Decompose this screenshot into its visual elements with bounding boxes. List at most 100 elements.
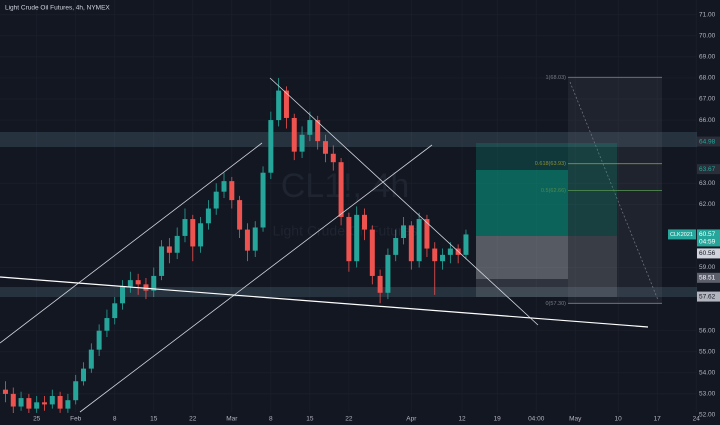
candles bbox=[2, 77, 469, 415]
candle-body bbox=[166, 246, 172, 253]
candle-body bbox=[65, 400, 71, 409]
candle-body bbox=[10, 393, 16, 407]
candle-body bbox=[18, 398, 24, 407]
x-tick-label: 10 bbox=[615, 416, 623, 423]
y-tick-label: 66.00 bbox=[699, 117, 716, 124]
watermark: Light Crude Oil Futures bbox=[273, 223, 418, 239]
x-tick-label: 19 bbox=[494, 416, 502, 423]
x-tick-label: 8 bbox=[269, 416, 273, 423]
price-tag-label: 60.56 bbox=[699, 250, 716, 257]
candle-body bbox=[315, 120, 321, 142]
support-line bbox=[0, 276, 649, 328]
candle-body bbox=[26, 398, 32, 409]
y-tick-label: 71.00 bbox=[699, 11, 716, 18]
x-tick-label: 04:00 bbox=[528, 416, 545, 423]
candle-body bbox=[244, 229, 250, 251]
x-tick-label: 25 bbox=[33, 416, 41, 423]
price-tag-label: 60.57 bbox=[699, 231, 716, 238]
candle-body bbox=[322, 141, 328, 154]
candle-body bbox=[57, 395, 63, 409]
candle-body bbox=[198, 223, 204, 247]
price-tag bbox=[697, 164, 720, 175]
x-tick-label: Feb bbox=[70, 416, 82, 423]
candle-body bbox=[159, 246, 165, 276]
channel-line bbox=[0, 142, 263, 344]
x-tick-label: 17 bbox=[654, 416, 662, 423]
candle-body bbox=[143, 284, 149, 291]
y-tick-label: 67.00 bbox=[699, 96, 716, 103]
price-tag bbox=[697, 291, 720, 302]
candle-body bbox=[268, 120, 274, 173]
candle-body bbox=[2, 389, 8, 394]
fib-trend bbox=[569, 81, 659, 301]
candle-body bbox=[112, 303, 118, 319]
candle-body bbox=[416, 219, 422, 262]
resistance-zone bbox=[0, 132, 697, 147]
fib-label: 1(68.03) bbox=[546, 75, 567, 81]
candle-body bbox=[174, 235, 180, 253]
price-tag-label: 57.62 bbox=[699, 293, 716, 300]
x-tick-label: 24 bbox=[693, 416, 701, 423]
chart-title: Light Crude Oil Futures, 4h, NYMEX bbox=[5, 5, 110, 12]
price-tag-label: 58.51 bbox=[699, 275, 716, 282]
price-tag-label: 64.98 bbox=[699, 138, 716, 145]
candle-body bbox=[49, 395, 55, 405]
candle-body bbox=[190, 219, 196, 247]
profit-zone-inner bbox=[476, 170, 568, 236]
candle-body bbox=[81, 368, 87, 382]
x-tick-label: Mar bbox=[226, 416, 238, 423]
trend-line bbox=[269, 77, 539, 326]
symbol-tag bbox=[668, 229, 696, 240]
grid bbox=[0, 0, 697, 415]
candle-body bbox=[432, 248, 438, 262]
candle-body bbox=[346, 216, 352, 262]
channel-line bbox=[79, 144, 433, 413]
price-tag-label: 63.67 bbox=[699, 166, 716, 173]
candle-body bbox=[401, 225, 407, 239]
candle-body bbox=[34, 402, 40, 409]
candle-body bbox=[440, 254, 446, 262]
candle-body bbox=[221, 181, 227, 192]
y-tick-label: 68.00 bbox=[699, 75, 716, 82]
profit-zone bbox=[476, 143, 617, 236]
y-tick-label: 55.00 bbox=[699, 348, 716, 355]
candle-body bbox=[120, 286, 126, 304]
y-tick-label: 70.00 bbox=[699, 33, 716, 40]
candle-body bbox=[88, 349, 94, 369]
candle-body bbox=[385, 254, 391, 293]
candle-body bbox=[338, 162, 344, 217]
candle-body bbox=[96, 330, 102, 350]
candle-body bbox=[463, 234, 469, 255]
candle-body bbox=[41, 402, 47, 405]
candle-body bbox=[393, 238, 399, 255]
x-tick-label: Apr bbox=[406, 416, 417, 423]
candle-body bbox=[283, 90, 289, 118]
candle-body bbox=[447, 248, 453, 255]
candle-body bbox=[307, 120, 313, 135]
x-tick-label: 15 bbox=[306, 416, 314, 423]
x-tick-label: 8 bbox=[113, 416, 117, 423]
axes: 71.00 70.00 69.00 68.00 67.00 66.00 63.00 62.00… bbox=[33, 11, 720, 423]
y-tick-label: 56.00 bbox=[699, 327, 716, 334]
candle-body bbox=[299, 134, 305, 152]
y-tick-label: 59.00 bbox=[699, 264, 716, 271]
candle-body bbox=[213, 191, 219, 209]
candle-body bbox=[260, 172, 266, 228]
price-tag bbox=[697, 136, 720, 147]
candle-body bbox=[104, 318, 110, 331]
y-tick-label: 62.00 bbox=[699, 201, 716, 208]
fib-label: 0.618(63.93) bbox=[535, 161, 566, 167]
fib-label: 0.5(62.66) bbox=[541, 188, 566, 194]
candle-body bbox=[408, 225, 414, 262]
watermark: CL1!, 4h bbox=[281, 167, 410, 205]
candle-body bbox=[369, 229, 375, 276]
candle-body bbox=[377, 275, 383, 293]
candle-body bbox=[73, 381, 79, 401]
loss-zone bbox=[476, 236, 617, 297]
x-tick-label: 15 bbox=[150, 416, 158, 423]
candle-body bbox=[127, 280, 133, 287]
candle-body bbox=[354, 214, 360, 262]
price-axis bbox=[697, 0, 720, 425]
time-axis bbox=[0, 413, 720, 425]
